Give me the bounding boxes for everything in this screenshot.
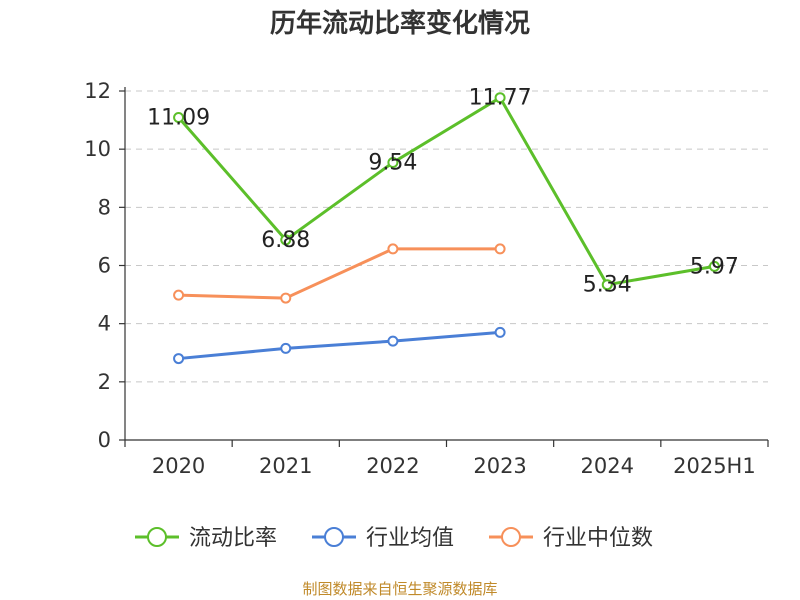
legend-marker	[501, 527, 521, 547]
data-point	[280, 234, 292, 246]
data-point	[280, 292, 292, 304]
legend-label: 行业均值	[366, 526, 454, 551]
data-point	[387, 157, 399, 169]
series-line	[177, 96, 715, 287]
data-point	[173, 111, 185, 123]
x-tick-label: 2020	[152, 454, 205, 478]
y-tick-label: 0	[98, 428, 111, 452]
data-point	[387, 335, 399, 347]
data-point	[494, 243, 506, 255]
data-point	[173, 353, 185, 365]
legend-label: 流动比率	[189, 526, 277, 551]
x-tick-label: 2023	[473, 454, 526, 478]
data-point	[173, 289, 185, 301]
y-tick-label: 10	[84, 137, 111, 161]
data-label: 11.09	[147, 105, 210, 130]
data-point	[280, 342, 292, 354]
y-tick-label: 6	[98, 254, 111, 278]
legend-marker	[147, 527, 167, 547]
chart-title: 历年流动比率变化情况	[270, 8, 530, 39]
y-tick-label: 4	[98, 312, 111, 336]
data-label: 5.34	[583, 273, 632, 298]
legend-label: 行业中位数	[543, 526, 653, 551]
data-point	[387, 243, 399, 255]
series-line	[178, 247, 501, 300]
data-label: 9.54	[368, 151, 417, 176]
x-tick-label: 2021	[259, 454, 312, 478]
data-point	[601, 279, 613, 291]
data-point	[708, 260, 720, 272]
x-tick-label: 2025H1	[673, 454, 756, 478]
y-tick-label: 8	[98, 195, 111, 219]
data-label: 11.77	[469, 86, 532, 111]
data-point	[494, 326, 506, 338]
data-label: 5.97	[690, 254, 739, 279]
source-note: 制图数据来自恒生聚源数据库	[302, 580, 497, 598]
data-point	[494, 92, 506, 104]
y-tick-label: 12	[84, 79, 111, 103]
data-label: 6.88	[261, 228, 310, 253]
legend-marker	[324, 527, 344, 547]
series-line	[178, 330, 501, 361]
x-tick-label: 2022	[366, 454, 419, 478]
x-tick-label: 2024	[581, 454, 634, 478]
y-tick-label: 2	[98, 370, 111, 394]
